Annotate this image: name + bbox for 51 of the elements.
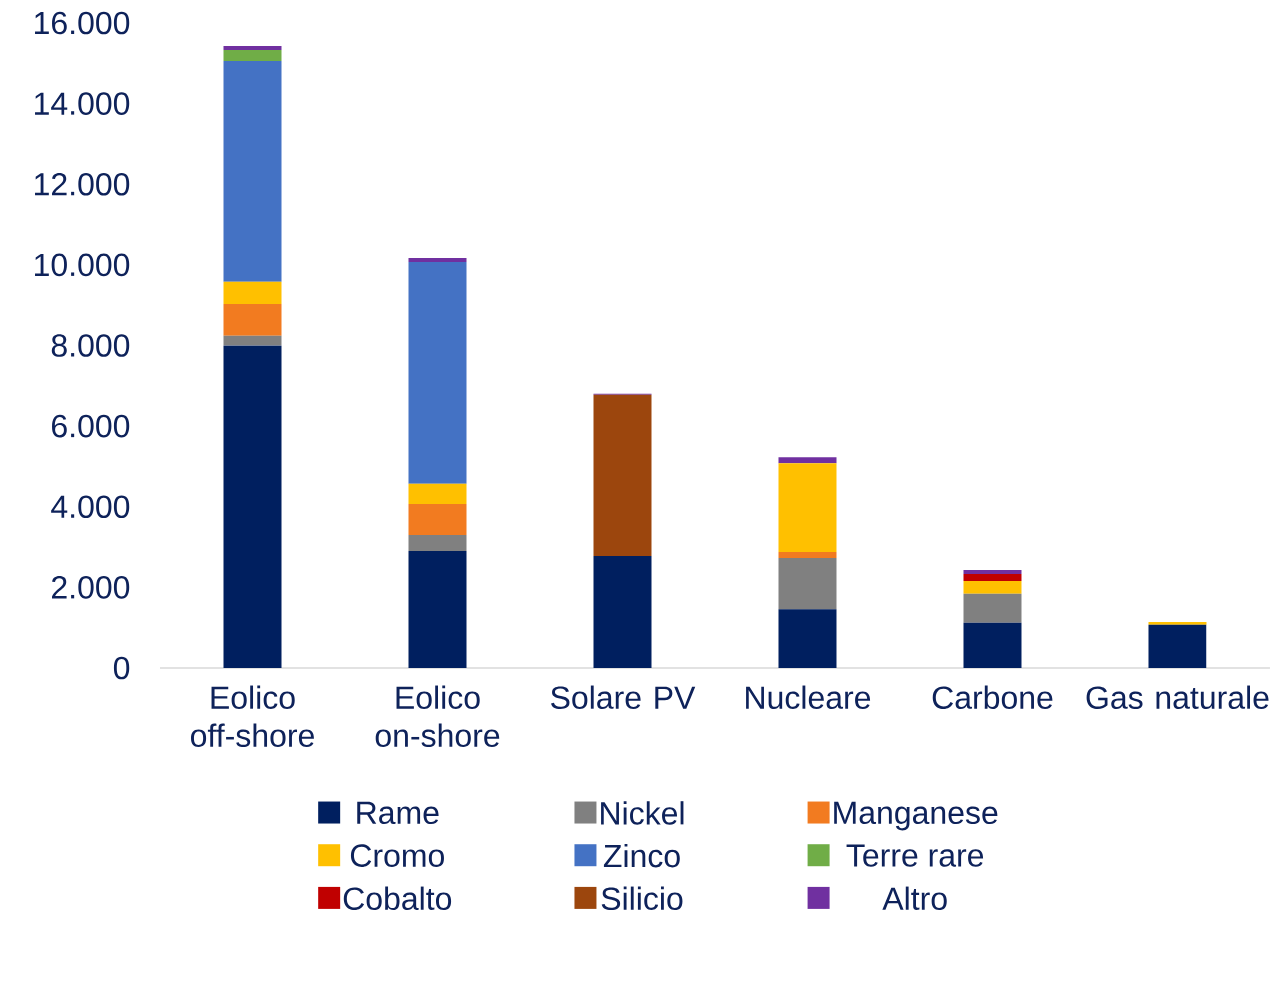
y-tick-label: 10.000 [35,253,130,277]
bar [778,551,837,558]
bar [963,570,1022,575]
y-tick-label: 6.000 [52,414,130,438]
bar [963,580,1022,594]
legend-label: Zinco [603,843,680,868]
legend-label: Terre rare [846,844,984,867]
legend-label: Cobalto [343,886,452,911]
bar [963,622,1022,668]
x-tick-label: Gas naturale [1086,685,1269,710]
bar [408,534,467,552]
bar [223,281,282,304]
bar [778,463,837,552]
x-tick-label: Eolico off-shore [191,685,314,748]
bar [963,593,1022,623]
y-tick-label: 4.000 [51,495,130,519]
legend-label: Silicio [601,886,683,911]
bar [223,345,282,668]
y-tick-label: 0 [113,656,130,680]
y-tick-label: 2.000 [52,576,130,599]
bar [1148,622,1207,625]
bar [223,303,282,336]
bar [408,551,467,668]
y-tick-label: 16.000 [35,11,130,35]
y-tick-label: 14.000 [35,92,130,115]
bar [408,258,467,263]
bar [223,60,282,282]
bar [593,555,652,668]
bar [593,394,652,556]
bar [1148,624,1207,668]
bar [408,262,467,484]
bar [778,457,837,464]
bar [223,45,282,50]
legend-label: Rame [357,801,439,825]
legend-label: Altro [882,886,947,911]
x-tick-label: Carbone [932,685,1053,710]
bar [408,483,467,504]
x-tick-label: Nucleare [746,685,871,710]
legend-label: Manganese [834,801,998,831]
x-tick-label: Eolico on-shore [375,685,500,748]
x-tick-label: Solare PV [551,685,696,710]
bar [778,557,837,610]
y-tick-label: 8.000 [51,334,130,357]
bar [408,503,467,535]
bar [223,50,282,61]
bar [963,574,1022,581]
bar [223,335,282,346]
y-tick-label: 12.000 [35,172,130,196]
bar [778,609,837,668]
legend-label: Cromo [350,844,444,867]
legend-label: Nickel [601,801,684,825]
